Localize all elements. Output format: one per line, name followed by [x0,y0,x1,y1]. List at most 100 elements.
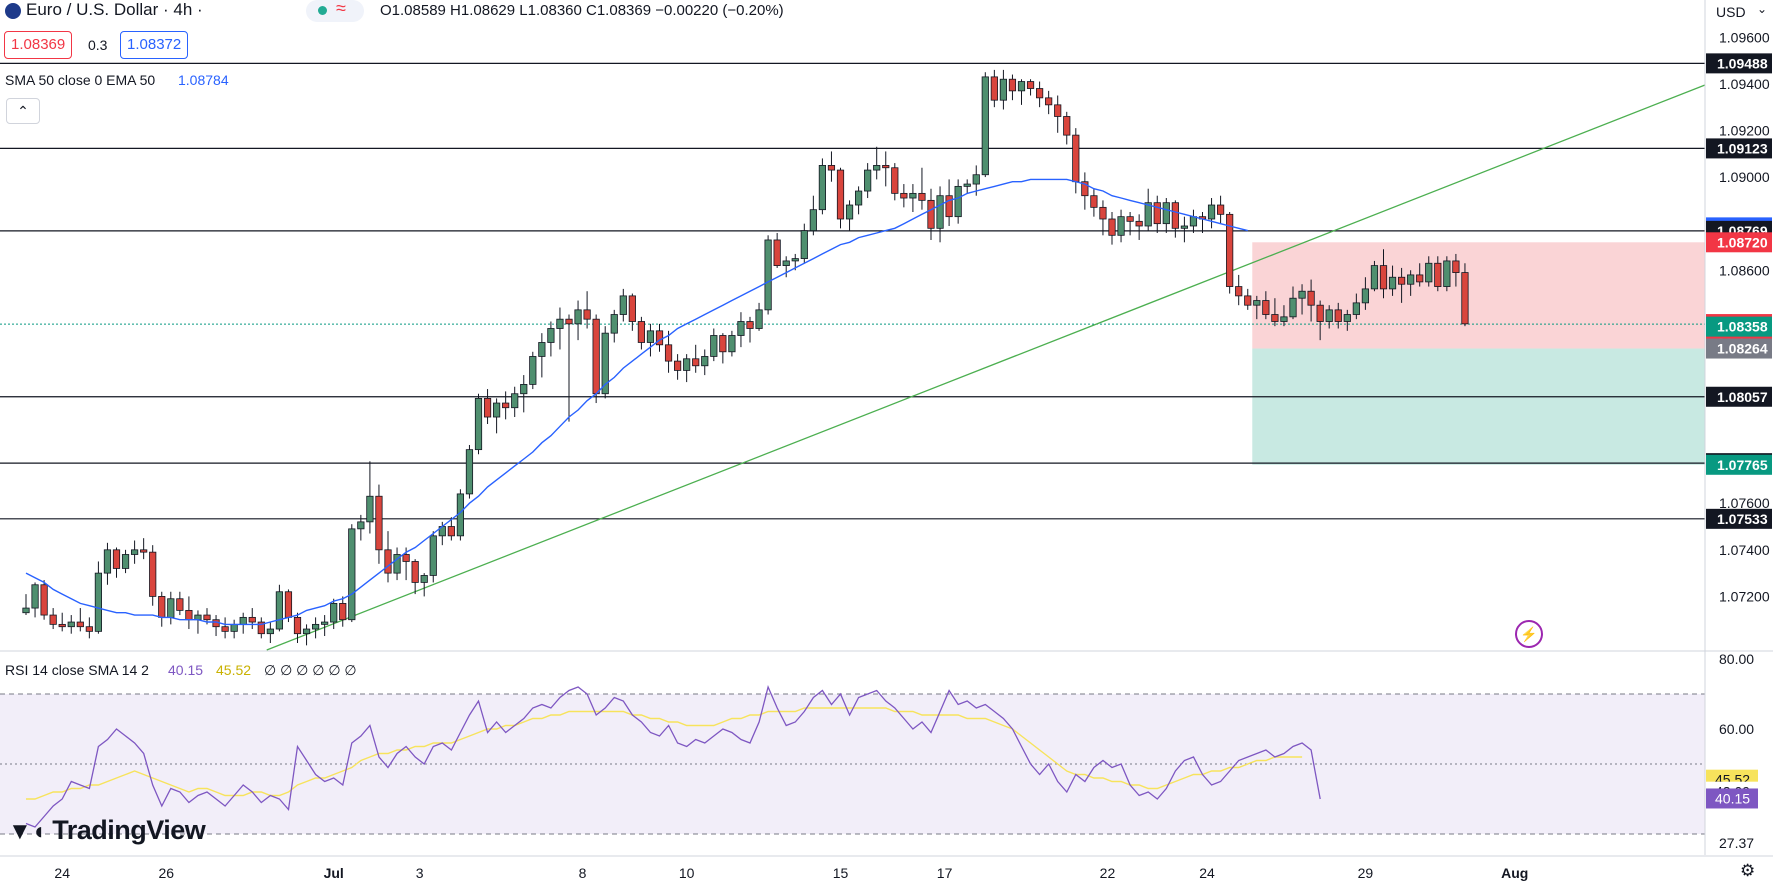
candle-body [1289,297,1297,318]
price-label-box [1706,138,1772,159]
candle-body [945,195,953,218]
collapse-legend-button[interactable]: ⌃ [6,98,40,124]
candle-body [764,239,772,311]
candle-body [1026,81,1035,89]
price-label-box [1706,316,1772,337]
candle-body [601,332,609,395]
time-tick-label: 24 [1199,865,1215,881]
candle-body [284,591,293,618]
candle-body [800,230,808,260]
candle-body [31,584,39,609]
candle-body [357,521,365,530]
candle-body [1298,290,1306,299]
candle-body [248,616,256,623]
price-tick-label: 1.07600 [1719,495,1770,511]
candle-body [1370,265,1379,290]
price-pane[interactable] [0,62,1773,652]
time-tick-label: 10 [679,865,695,881]
price-label: 1.07533 [1717,511,1768,527]
candle-body [1217,204,1225,215]
candle-body [882,165,890,169]
price-label-box [1706,508,1772,529]
sma-indicator-label[interactable]: SMA 50 close 0 EMA 50 [5,72,156,88]
price-tick-label: 1.07400 [1719,542,1770,558]
price-axis[interactable]: 1.09600 1.09400 1.09200 1.09000 1.08600 1.076… [1704,0,1772,855]
candle-body [411,561,419,583]
flag-icon [4,2,22,20]
buy-price-button[interactable]: 1.08372 [120,31,189,59]
candle-body [628,295,636,322]
candle-body [1235,286,1243,297]
settings-gear-icon[interactable]: ⚙ [1740,861,1756,880]
lightning-icon[interactable]: ⚡ [1515,620,1543,648]
price-label-box [1706,53,1772,74]
time-axis[interactable]: 24 26 Jul 3 8 10 15 17 22 24 29 Aug [0,855,1773,881]
candle-body [619,295,627,315]
candle-body [1045,97,1053,106]
price-label: 1.08720 [1717,234,1768,250]
price-tick-label: 1.09600 [1719,29,1770,45]
candle-body [954,185,962,218]
time-tick-label: Aug [1501,865,1528,881]
candle-body [366,495,374,523]
currency-selector[interactable]: USD [1716,4,1746,20]
candle-body [855,190,863,206]
candle-body [818,165,827,211]
candle-body [1090,195,1098,208]
candle-body [1017,81,1026,92]
candle-body [1081,181,1089,197]
sell-price-button[interactable]: 1.08369 [4,31,73,59]
time-tick-label: Jul [324,865,344,881]
rsi-tick-label: 80.00 [1719,651,1754,667]
price-label: 1.07765 [1717,457,1768,473]
candle-body [1036,88,1044,99]
candle-body [999,78,1008,101]
candle-body [728,335,736,353]
time-tick-label: 29 [1358,865,1374,881]
candle-body [393,554,401,574]
delay-icon: ≈ [336,0,346,18]
rsi-indicator-label[interactable]: RSI 14 close SMA 14 2 [5,662,149,678]
candle-body [1162,202,1170,225]
candle-body [972,174,980,185]
candle-body [257,621,265,635]
time-tick-label: 22 [1100,865,1116,881]
price-label: 1.08057 [1717,389,1768,405]
candle-body [420,575,428,583]
candle-body [221,626,229,632]
candle-body [1434,262,1442,287]
candle-body [1443,260,1451,287]
candle-body [845,204,854,220]
candle-body [330,603,338,623]
candle-body [710,335,718,357]
candle-body [1135,220,1143,227]
status-pill[interactable] [306,0,364,22]
price-tick-label: 1.08600 [1719,262,1770,278]
price-tick-label: 1.07200 [1719,588,1770,604]
candle-body [692,358,700,367]
candle-body [293,616,302,635]
candle-body [167,598,175,618]
candle-body [492,402,501,418]
time-tick-label: 3 [416,865,424,881]
candle-body [900,192,908,199]
candle-body [239,616,247,625]
price-tick-label: 1.09000 [1719,169,1770,185]
candle-body [918,192,926,201]
candle-body [375,495,383,551]
candle-body [891,167,899,194]
candle-body [755,309,763,329]
candle-body [1099,206,1107,220]
candle-body [547,328,555,343]
candle-body [683,358,691,371]
candle-body [1072,134,1080,183]
rsi-pane[interactable] [0,685,1705,835]
tradingview-wordmark: TradingView [52,815,206,845]
candle-body [936,195,944,229]
candle-body [1226,213,1234,287]
ohlc-readout: O1.08589 H1.08629 L1.08360 C1.08369 −0.0… [380,2,784,19]
chevron-down-icon[interactable]: ⌄ [1757,2,1768,16]
symbol-title[interactable]: Euro / U.S. Dollar · 4h · [26,0,203,19]
candle-body [1307,290,1315,306]
